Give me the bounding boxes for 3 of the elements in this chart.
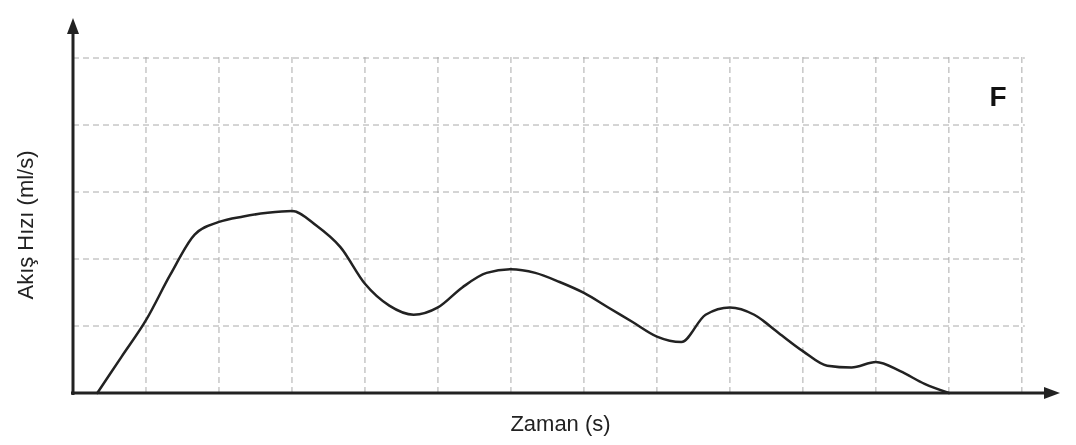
text: F <box>989 81 1007 112</box>
y-axis-title: Akış Hızı (ml/s) <box>13 150 38 300</box>
x-axis-title: Zaman (s) <box>510 411 611 436</box>
